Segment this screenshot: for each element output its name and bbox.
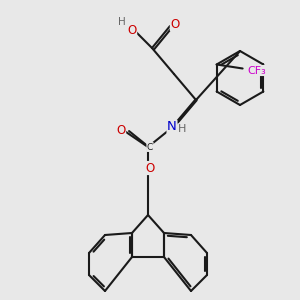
Text: O: O: [128, 25, 136, 38]
Text: O: O: [116, 124, 126, 136]
Text: CF₃: CF₃: [247, 65, 266, 76]
Text: H: H: [118, 17, 126, 27]
Text: O: O: [170, 17, 180, 31]
Text: C: C: [147, 142, 153, 152]
Text: N: N: [167, 121, 177, 134]
Text: H: H: [178, 124, 186, 134]
Text: O: O: [146, 161, 154, 175]
